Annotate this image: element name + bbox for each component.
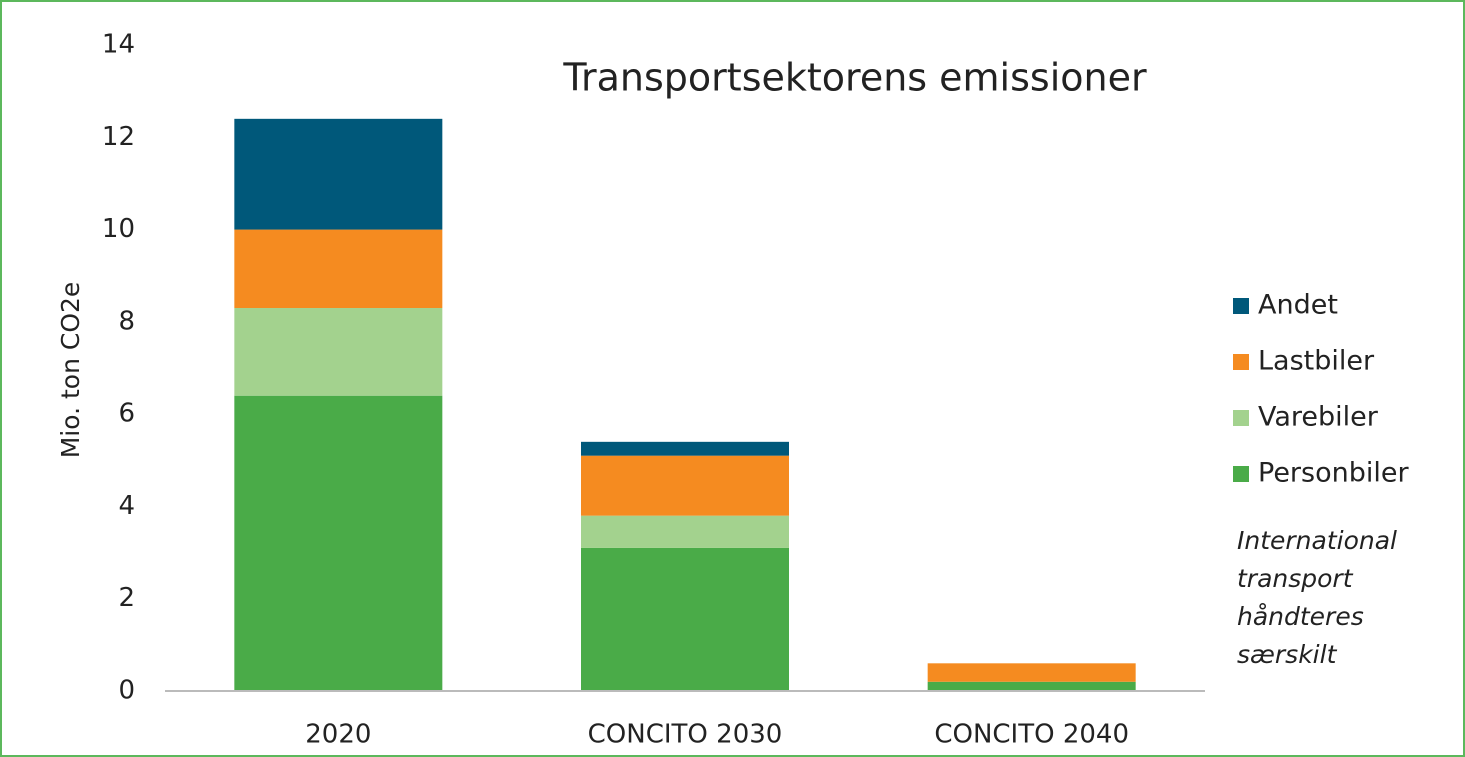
y-tick-label: 6 [118,399,135,429]
legend-swatch [1233,466,1249,482]
note: transport [1237,564,1354,593]
bar-segment [927,681,1136,691]
y-tick-label: 8 [118,306,135,336]
bar-segment [234,229,443,309]
bar-segment [581,441,789,456]
legend-swatch [1233,410,1249,426]
legend-swatch [1233,298,1249,314]
legend-label: Lastbiler [1258,346,1375,377]
note: håndteres [1237,602,1364,631]
legend-label: Personbiler [1258,458,1409,489]
y-tick-label: 14 [102,30,135,60]
bar-segment [234,118,443,230]
bar-segment [927,663,1136,682]
y-tick-label: 0 [118,676,135,706]
y-tick-label: 10 [102,214,135,244]
note: særskilt [1237,640,1338,669]
chart-title: Transportsektorens emissioner [562,56,1147,100]
bar-segment [234,395,443,691]
x-tick-label: CONCITO 2040 [934,720,1129,750]
bar-segment [581,547,789,691]
bar-segment [581,515,789,548]
y-axis-label: Mio. ton CO2e [56,282,85,459]
legend-label: Varebiler [1258,402,1379,433]
y-tick-label: 2 [118,583,135,613]
bar-segment [234,308,443,396]
x-tick-label: CONCITO 2030 [588,720,783,750]
y-tick-label: 4 [118,491,135,521]
legend-label: Andet [1258,290,1338,321]
y-tick-label: 12 [102,122,135,152]
bar-segment [581,455,789,516]
legend-swatch [1233,354,1249,370]
x-tick-label: 2020 [305,720,371,750]
note: International [1237,526,1397,555]
